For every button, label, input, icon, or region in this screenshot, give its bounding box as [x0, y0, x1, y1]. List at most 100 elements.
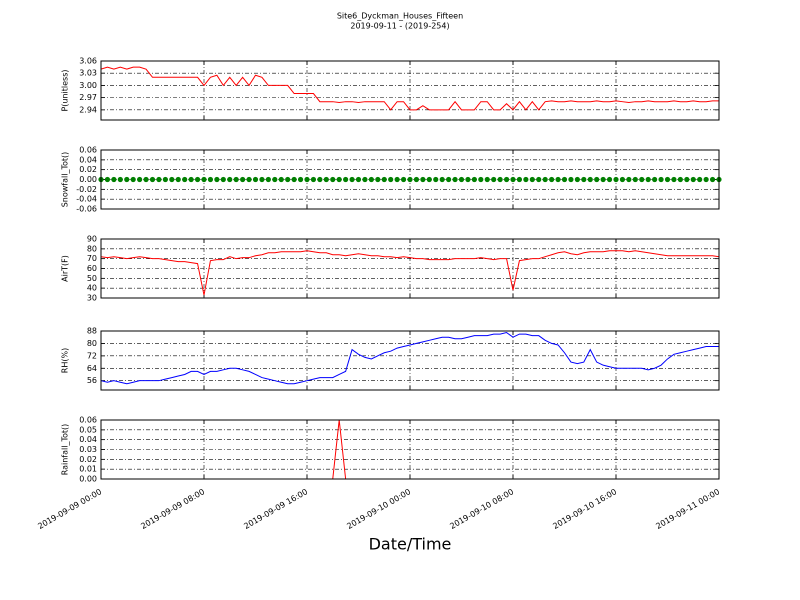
y-tick-label: 90: [87, 235, 97, 244]
y-tick-label: -0.06: [76, 205, 97, 214]
data-point: [658, 176, 664, 183]
data-point: [549, 176, 555, 183]
data-point: [194, 176, 201, 183]
figure-subtitle: 2019-09-11 - (2019-254): [350, 22, 449, 31]
data-point: [664, 176, 671, 183]
y-tick-label: 80: [87, 339, 97, 348]
data-line: [100, 66, 719, 111]
y-tick-label: 0.04: [79, 155, 97, 164]
axes-frame: [100, 60, 720, 121]
y-axis-label: Rainfall_Tot(): [61, 424, 70, 476]
data-point: [523, 176, 529, 183]
data-point: [214, 176, 220, 183]
y-tick-label: 2.97: [79, 93, 97, 102]
y-tick-label: 0.02: [79, 165, 97, 174]
data-point: [246, 176, 252, 183]
data-point: [317, 176, 323, 183]
data-point: [420, 176, 426, 183]
data-point: [349, 176, 355, 183]
x-axis-label: Date/Time: [369, 535, 452, 554]
data-point: [188, 176, 194, 183]
data-point: [458, 176, 465, 183]
axes-frame: [100, 149, 720, 210]
y-tick-label: -0.02: [76, 185, 97, 194]
data-point: [516, 176, 523, 183]
data-point: [104, 176, 111, 183]
data-point: [227, 176, 233, 183]
data-point: [310, 176, 317, 183]
data-point: [407, 176, 413, 183]
axes-frame: [100, 238, 720, 299]
data-point: [285, 176, 291, 183]
data-point: [426, 176, 432, 183]
data-point: [587, 176, 593, 183]
data-point: [381, 176, 387, 183]
y-tick-label: 0.02: [79, 455, 97, 464]
data-point: [555, 176, 561, 183]
data-point: [491, 176, 497, 183]
y-tick-label: 72: [87, 351, 97, 360]
y-tick-label: 88: [87, 327, 97, 336]
data-point: [452, 176, 458, 183]
y-tick-label: 2.94: [79, 105, 97, 114]
data-point: [561, 176, 568, 183]
y-axis-label: AirT(F): [61, 255, 70, 282]
y-tick-label: 64: [87, 364, 97, 373]
data-point: [149, 176, 156, 183]
data-point: [446, 176, 452, 183]
data-point: [252, 176, 259, 183]
y-tick-label: 0.03: [79, 445, 97, 454]
data-point: [697, 176, 703, 183]
data-point: [536, 176, 542, 183]
data-point: [240, 176, 246, 183]
data-point: [343, 176, 349, 183]
data-point: [568, 176, 574, 183]
y-axis-label: P(unitless): [61, 69, 70, 111]
y-tick-label: 3.06: [79, 57, 97, 66]
y-tick-label: 0.00: [79, 175, 97, 184]
data-point: [645, 176, 651, 183]
data-point: [169, 176, 175, 183]
y-tick-label: 40: [87, 284, 97, 293]
y-tick-label: 30: [87, 294, 97, 303]
data-point: [375, 176, 381, 183]
data-point: [671, 176, 677, 183]
data-point: [684, 176, 690, 183]
figure-title: Site6_Dyckman_Houses_Fifteen: [337, 12, 463, 21]
data-point: [297, 176, 304, 183]
data-point: [175, 176, 181, 183]
data-point: [600, 176, 606, 183]
data-point: [278, 176, 284, 183]
y-tick-label: 60: [87, 264, 97, 273]
y-tick-label: -0.04: [76, 195, 97, 204]
data-point: [632, 176, 638, 183]
data-point: [291, 176, 297, 183]
data-point: [137, 176, 143, 183]
data-point: [484, 176, 490, 183]
y-tick-label: 0.00: [79, 475, 97, 484]
data-point: [626, 176, 632, 183]
data-point: [117, 176, 123, 183]
data-point: [201, 176, 207, 183]
data-point: [413, 176, 420, 183]
data-point: [574, 176, 580, 183]
data-point: [330, 176, 336, 183]
data-point: [259, 176, 265, 183]
data-point: [336, 176, 342, 183]
y-tick-label: 0.05: [79, 425, 97, 434]
data-point: [497, 176, 503, 183]
data-point: [581, 176, 587, 183]
data-point: [471, 176, 477, 183]
y-tick-label: 0.01: [79, 465, 97, 474]
y-axis-label: Snowfall_Tot(): [61, 152, 70, 208]
data-point: [677, 176, 683, 183]
data-point: [606, 176, 613, 183]
data-point: [220, 176, 226, 183]
y-tick-label: 70: [87, 254, 97, 263]
data-point: [265, 176, 271, 183]
axes-frame: [100, 419, 720, 480]
data-point: [703, 176, 709, 183]
data-point: [709, 176, 716, 183]
data-point: [594, 176, 600, 183]
